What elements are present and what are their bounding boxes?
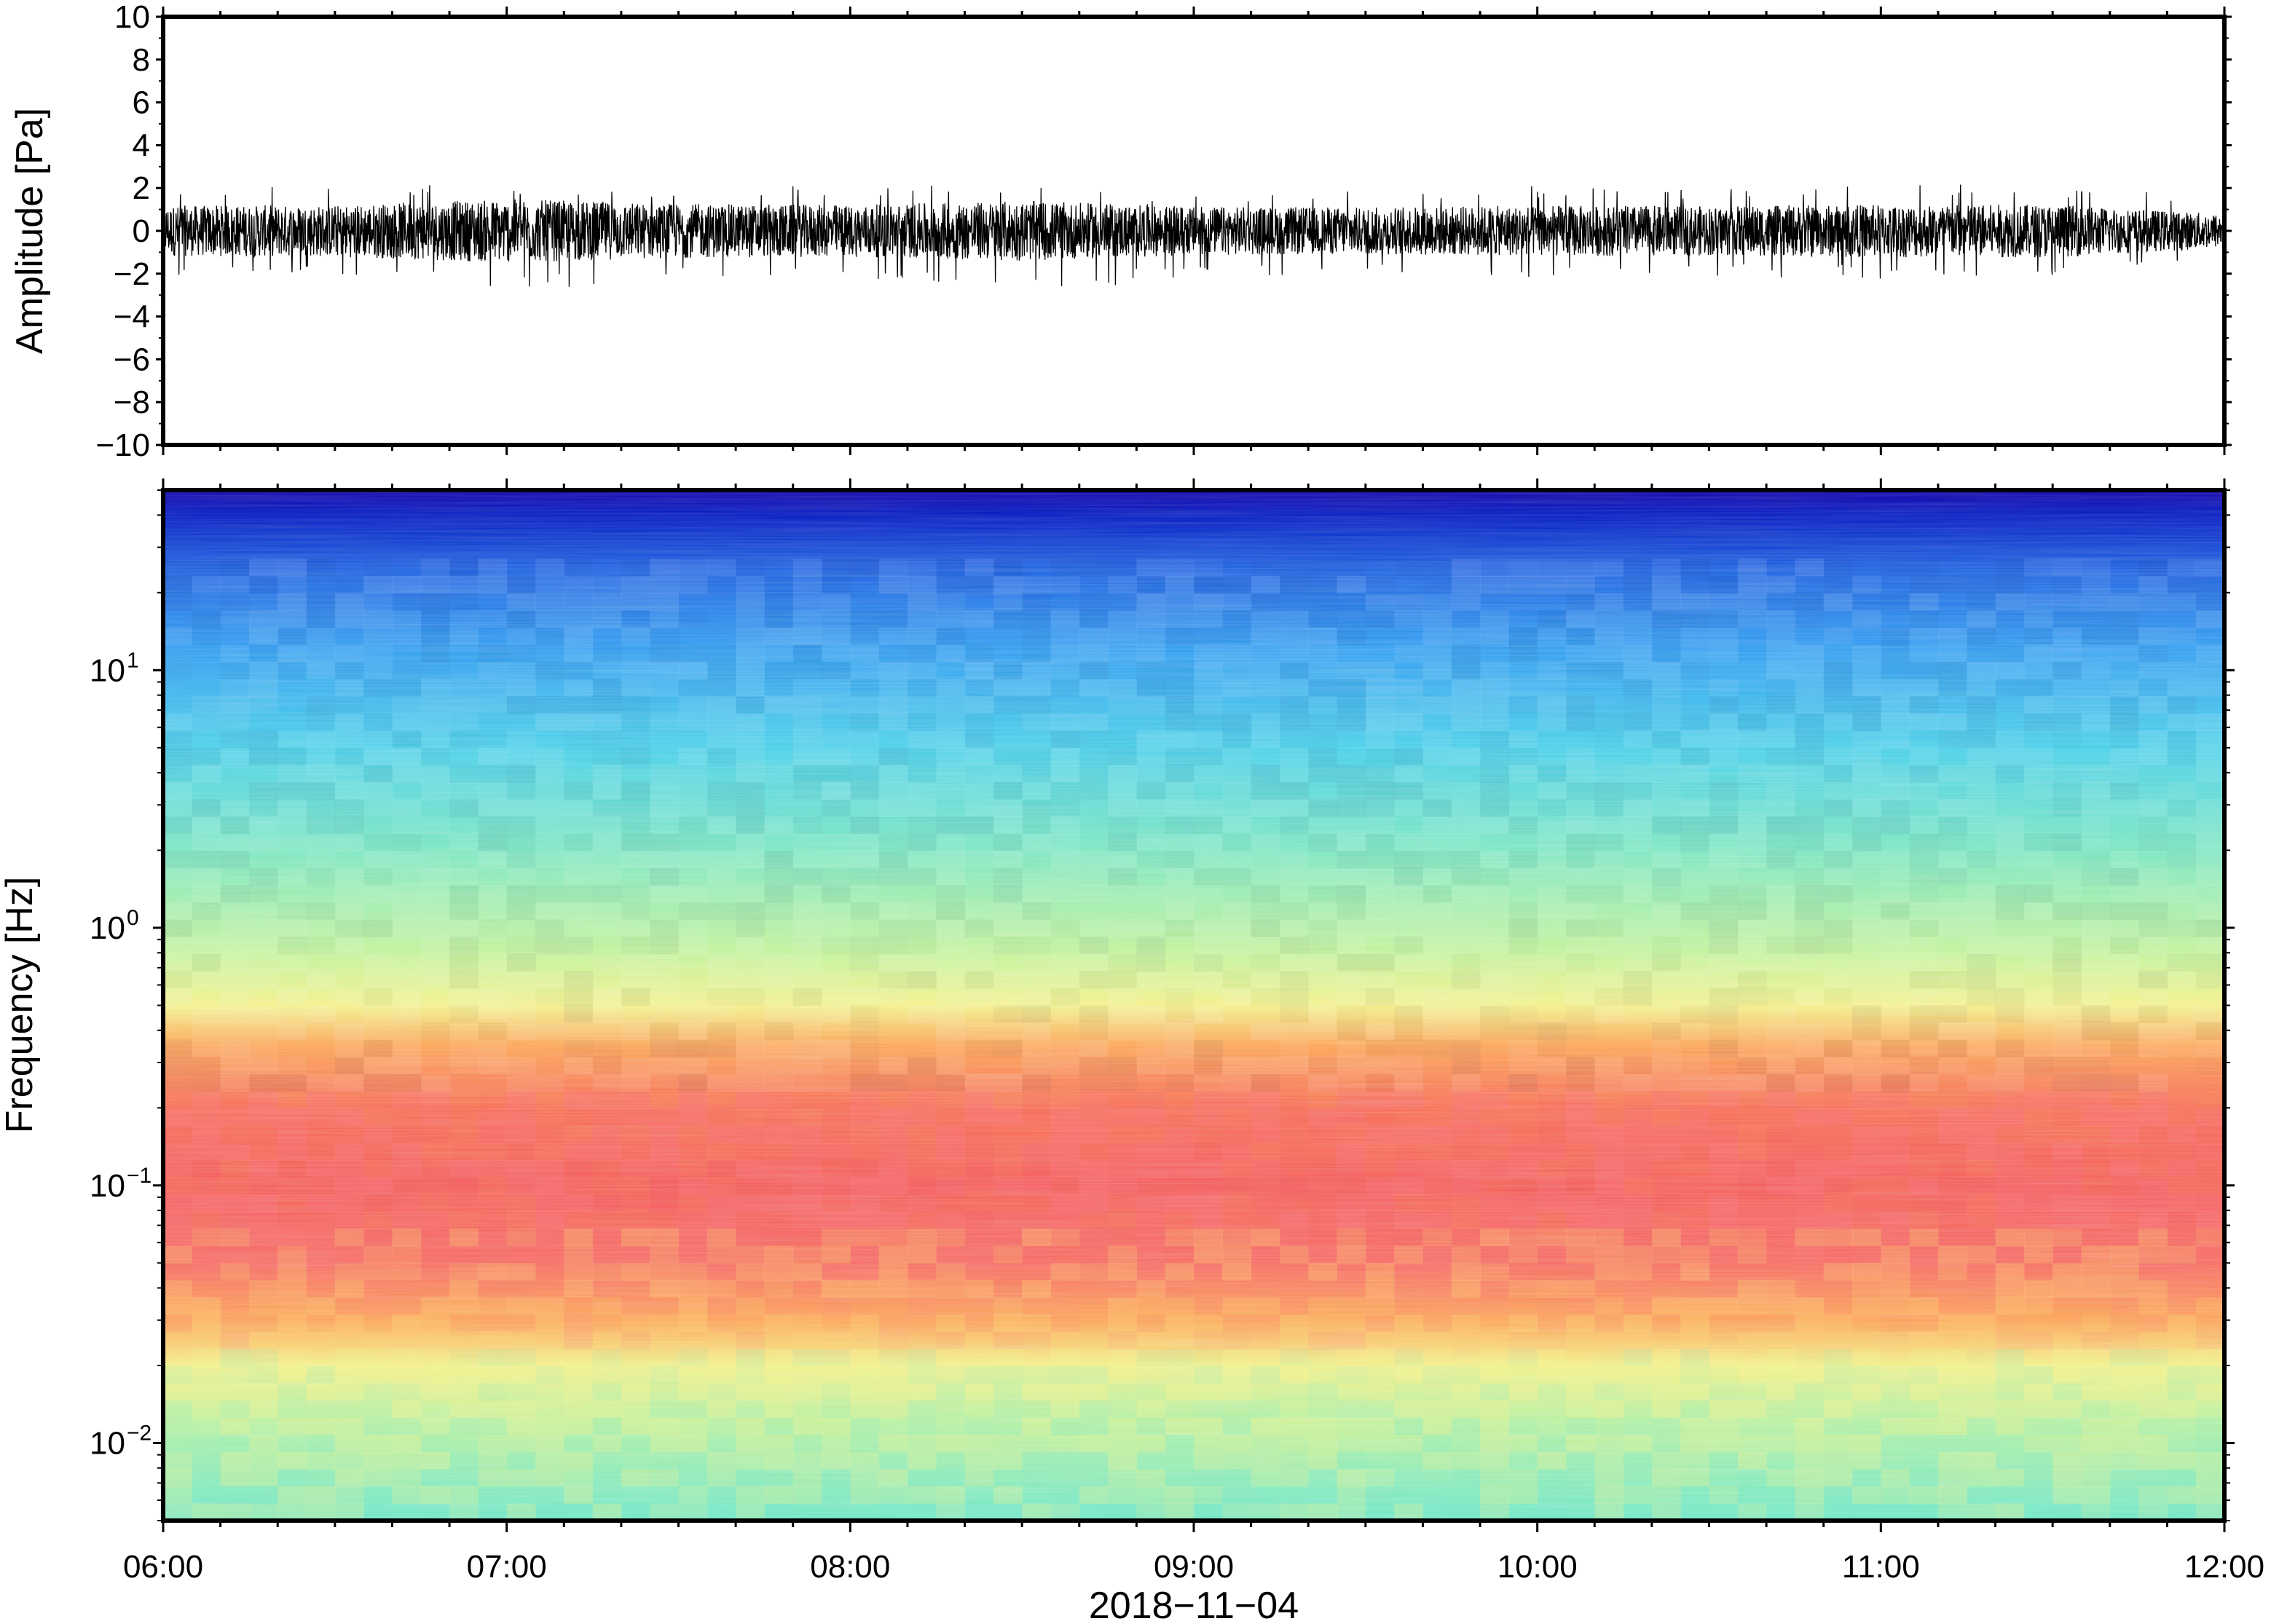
- waveform-y-tick-label: −6: [114, 342, 150, 377]
- waveform-panel: −10 −8 −6 −4 −2 0 2 4 6 8 10 Amplitude [Pa]: [9, 0, 2232, 463]
- spectrogram-y-axis-label: Frequency [Hz]: [0, 877, 41, 1134]
- spectrogram-x-tick-label: 11:00: [1842, 1549, 1920, 1585]
- waveform-trace: [163, 184, 2224, 287]
- waveform-y-tick-label: −4: [114, 299, 150, 335]
- waveform-line: [163, 184, 2224, 287]
- spectrogram-x-tick-label: 09:00: [1154, 1549, 1234, 1585]
- spectrogram-image: [163, 490, 2224, 1521]
- spectrogram-x-tick-label: 08:00: [810, 1549, 890, 1585]
- spectrogram-y-tick-label: 10: [90, 910, 125, 946]
- waveform-y-axis: −10 −8 −6 −4 −2 0 2 4 6 8 10: [95, 0, 2232, 463]
- spectrogram-y-tick-exponent: 1: [127, 648, 139, 672]
- waveform-y-tick-label: 2: [133, 170, 150, 206]
- spectrogram-y-tick-exponent: −2: [127, 1422, 151, 1446]
- spectrogram-x-axis-label: 2018−11−04: [1089, 1585, 1299, 1624]
- spectrogram-x-tick-label: 07:00: [467, 1549, 547, 1585]
- waveform-y-tick-label: 10: [114, 0, 150, 35]
- waveform-y-tick-label: 0: [133, 213, 150, 249]
- waveform-y-tick-label: −10: [95, 427, 150, 463]
- spectrogram-x-tick-label: 06:00: [123, 1549, 203, 1585]
- spectrogram-y-tick-exponent: −1: [127, 1164, 151, 1188]
- spectrogram-texture: [163, 490, 2224, 1521]
- waveform-y-tick-label: −2: [114, 256, 150, 292]
- spectrogram-x-axis: 06:00 07:00 08:00 09:00 10:00 11:00 12:00: [123, 478, 2264, 1585]
- spectrogram-y-tick-label: 10: [90, 653, 125, 688]
- spectrogram-y-tick-label: 10: [90, 1168, 125, 1204]
- waveform-y-tick-label: 4: [133, 127, 150, 163]
- spectrogram-x-tick-label: 12:00: [2184, 1549, 2264, 1585]
- spectrogram-x-tick-label: 10:00: [1497, 1549, 1578, 1585]
- waveform-y-tick-label: 6: [133, 85, 150, 121]
- waveform-x-ticks: [162, 7, 2226, 455]
- waveform-y-axis-label: Amplitude [Pa]: [9, 108, 51, 354]
- spectrogram-y-tick-label: 10: [90, 1426, 125, 1462]
- spectrogram-y-tick-exponent: 0: [127, 906, 139, 930]
- waveform-y-tick-label: −8: [114, 385, 150, 420]
- waveform-y-tick-label: 8: [133, 42, 150, 78]
